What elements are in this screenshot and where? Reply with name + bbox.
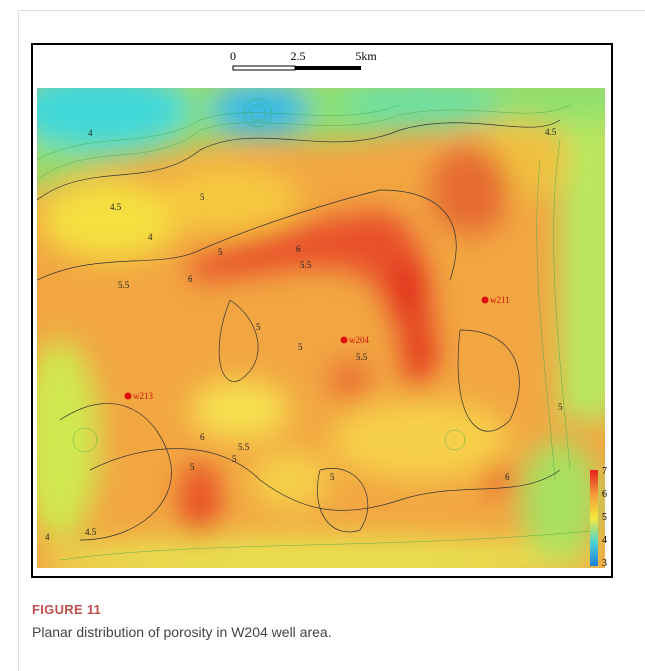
contour-label: 4 <box>45 532 50 542</box>
page: 02.55kmw211w204w21344.54555.565.5655.555… <box>0 0 645 670</box>
contour-label: 4.5 <box>85 527 97 537</box>
contour-label: 5 <box>256 322 261 332</box>
contour-label: 4.5 <box>110 202 122 212</box>
contour-label: 5.5 <box>300 260 312 270</box>
colorbar-tick: 4 <box>602 535 607 546</box>
well-marker <box>482 297 489 304</box>
contour-label: 4 <box>88 128 93 138</box>
scale-label: 0 <box>230 49 236 63</box>
colorbar-tick: 7 <box>602 466 607 477</box>
contour-label: 4.5 <box>545 127 557 137</box>
colorbar-tick: 5 <box>602 512 607 523</box>
contour-label: 5 <box>298 342 303 352</box>
scale-label: 5km <box>355 49 377 63</box>
contour-label: 6 <box>296 244 301 254</box>
colorbar <box>590 470 598 566</box>
well-label: w211 <box>490 295 510 305</box>
contour-label: 4 <box>148 232 153 242</box>
caption-label: FIGURE 11 <box>32 602 101 617</box>
well-label: w204 <box>349 335 369 345</box>
scale-bar <box>233 66 361 70</box>
contour-label: 5 <box>330 472 335 482</box>
caption-text: Planar distribution of porosity in W204 … <box>32 624 332 640</box>
scale-label: 2.5 <box>291 49 306 63</box>
well-marker <box>125 393 132 400</box>
well-marker <box>341 337 348 344</box>
contour-label: 6 <box>200 432 205 442</box>
colorbar-tick: 3 <box>602 558 607 569</box>
contour-label: 6 <box>188 274 193 284</box>
contour-label: 6 <box>505 472 510 482</box>
colorbar-tick: 6 <box>602 489 607 500</box>
contour-label: 5.5 <box>118 280 130 290</box>
contour-label: 5 <box>190 462 195 472</box>
contour-label: 5 <box>558 402 563 412</box>
well-label: w213 <box>133 391 153 401</box>
contour-label: 5 <box>232 454 237 464</box>
contour-label: 5.5 <box>356 352 368 362</box>
contour-label: 5 <box>200 192 205 202</box>
contour-label: 5 <box>218 247 223 257</box>
porosity-map <box>10 70 640 585</box>
contour-label: 5.5 <box>238 442 250 452</box>
